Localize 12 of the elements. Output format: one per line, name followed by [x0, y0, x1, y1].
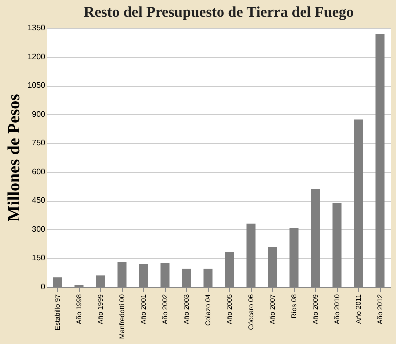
y-tick-label: 300: [32, 224, 46, 234]
y-tick-label: 750: [32, 138, 46, 148]
y-tick-label: 450: [32, 196, 46, 206]
y-tick-label: 1050: [28, 81, 46, 90]
y-tick-label: 0: [41, 282, 46, 292]
y-tick-label: 1350: [28, 24, 46, 32]
y-tick-label: 1200: [28, 52, 46, 62]
y-tick-label: 600: [32, 167, 46, 176]
chart-title: Resto del Presupuesto de Tierra del Fuego: [84, 5, 354, 21]
y-tick-label: 150: [32, 254, 46, 263]
y-axis-title: Millones de Pesos: [4, 94, 24, 222]
y-tick-label: 900: [32, 110, 46, 119]
